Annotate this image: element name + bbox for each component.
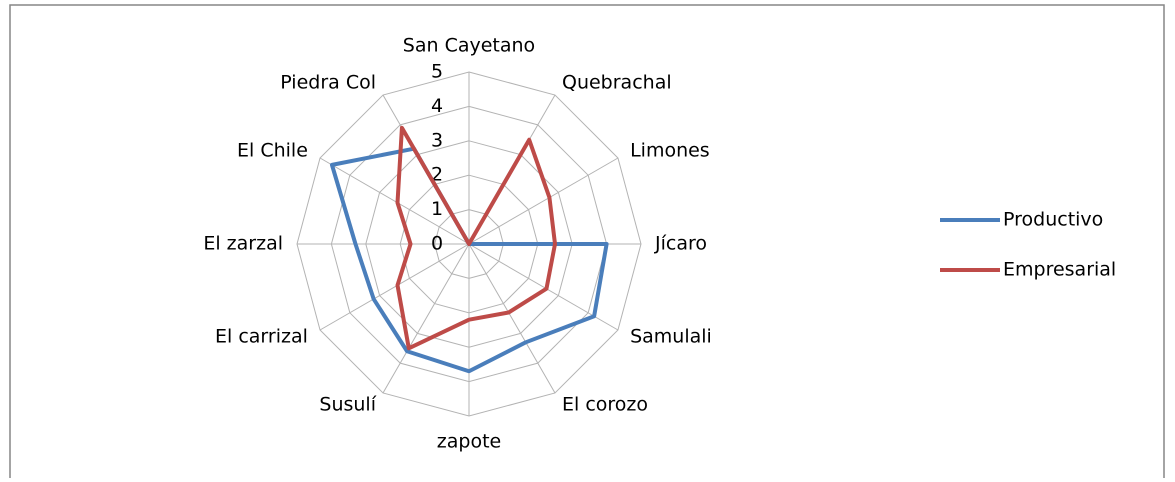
- spoke: [319, 157, 470, 245]
- category-label: El carrizal: [215, 326, 308, 348]
- r-tick-label: 5: [431, 61, 443, 83]
- category-label: San Cayetano: [403, 35, 535, 57]
- r-tick-label: 4: [431, 95, 443, 117]
- spoke: [319, 243, 470, 331]
- r-tick-label: 1: [431, 198, 443, 220]
- series-line: [329, 146, 609, 374]
- spoke: [468, 157, 619, 245]
- category-label: zapote: [437, 431, 501, 453]
- category-label: El corozo: [562, 394, 648, 416]
- series-line: [395, 125, 557, 351]
- category-label: Jícaro: [654, 233, 707, 255]
- category-label: Piedra Col: [280, 71, 376, 93]
- category-label: Quebrachal: [562, 71, 672, 93]
- r-tick-label: 0: [431, 233, 443, 255]
- category-label: Limones: [630, 140, 710, 162]
- r-tick-label: 3: [431, 129, 443, 151]
- category-label: Susulí: [319, 394, 376, 416]
- legend-label: Productivo: [1003, 209, 1103, 231]
- category-label: El Chile: [237, 140, 308, 162]
- spoke: [468, 243, 556, 394]
- category-label: El zarzal: [203, 233, 283, 255]
- category-label: Samulali: [630, 326, 712, 348]
- legend-label: Empresarial: [1003, 259, 1116, 281]
- spoke: [382, 243, 470, 394]
